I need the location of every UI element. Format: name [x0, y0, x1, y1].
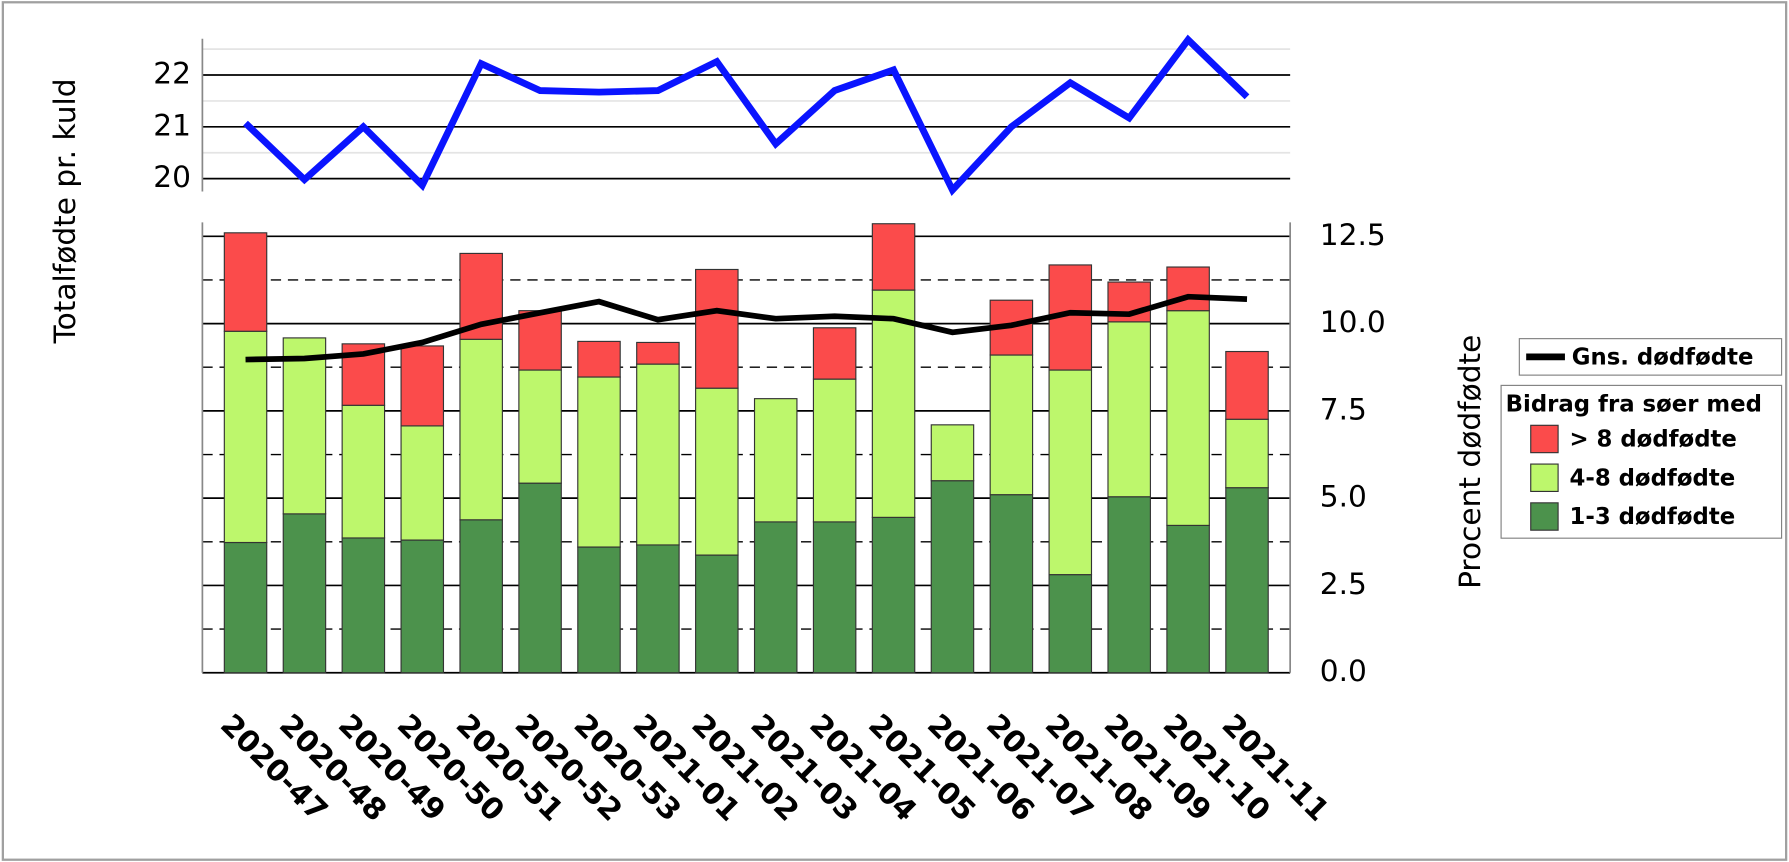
bar-segment [1166, 524, 1210, 674]
bar-segment [1107, 321, 1151, 498]
bar-segment [1166, 310, 1210, 526]
bar-segment [753, 521, 798, 674]
bar-segment [577, 546, 621, 674]
bar-segment [518, 369, 562, 484]
bar-segment [1225, 418, 1269, 489]
y-tick-label: 2.5 [1320, 566, 1367, 601]
bar-segment [459, 338, 503, 521]
legend-label: > 8 dødfødte [1570, 427, 1737, 453]
bar-segment [1225, 350, 1269, 420]
legend-label: Gns. dødfødte [1572, 345, 1754, 371]
y-tick-label: 21 [153, 107, 191, 142]
bar-segment [636, 544, 680, 674]
y-tick-label: 5.0 [1320, 479, 1367, 514]
y-tick-label: 12.5 [1320, 217, 1386, 252]
y-tick-label: 7.5 [1320, 391, 1367, 426]
y-axis-label: Totalfødte pr. kuld [47, 78, 82, 344]
legend-title: Bidrag fra søer med [1506, 391, 1762, 417]
bar-segment [695, 554, 739, 674]
legend-label: 1-3 dødfødte [1570, 504, 1736, 530]
bar-segment [341, 404, 386, 539]
y-tick-label: 22 [153, 56, 191, 91]
legend-label: 4-8 dødfødte [1570, 465, 1736, 491]
bar-segment [636, 341, 680, 365]
bar-segment [577, 340, 621, 378]
bar-segment [989, 354, 1034, 496]
bar-segment [871, 289, 916, 518]
bar-segment [577, 376, 621, 548]
bar-segment [636, 363, 680, 546]
bar-segment [518, 482, 562, 674]
bar-segment [1166, 266, 1210, 312]
bar-segment [930, 424, 975, 482]
bar-segment [223, 232, 268, 332]
bar-segment [1225, 487, 1269, 674]
line [245, 293, 1248, 363]
bar-segment [812, 378, 857, 523]
bar-segment [930, 480, 975, 674]
line [243, 34, 1250, 196]
bar-segment [1107, 496, 1151, 674]
bar-segment [400, 539, 445, 674]
bar-segment [1048, 369, 1093, 576]
bar-segment [871, 223, 916, 291]
bar-segment [341, 537, 386, 674]
bar-segment [871, 516, 916, 674]
bar-segment [812, 327, 857, 380]
bar-segment [223, 541, 268, 674]
bar-segment [1048, 574, 1093, 674]
bar-segment [695, 268, 739, 389]
legend-swatch [1530, 463, 1559, 493]
legend-swatch [1530, 502, 1559, 531]
bar-segment [695, 387, 739, 556]
bar-segment [282, 337, 327, 515]
bar-segment [812, 521, 857, 674]
bar-segment [282, 513, 327, 674]
y-tick-label: 10.0 [1320, 304, 1386, 339]
bar-segment [753, 398, 798, 523]
bar-segment [459, 519, 503, 674]
bar-segment [400, 425, 445, 541]
legend-swatch [1530, 424, 1559, 454]
y-tick-label: 0.0 [1320, 653, 1367, 688]
bar-segment [223, 330, 268, 544]
bar-segment [518, 310, 562, 371]
bar-segment [400, 345, 445, 427]
bar-segment [989, 494, 1034, 674]
y2-axis-label: Procent dødfødte [1452, 335, 1487, 589]
y-tick-label: 20 [153, 159, 191, 194]
